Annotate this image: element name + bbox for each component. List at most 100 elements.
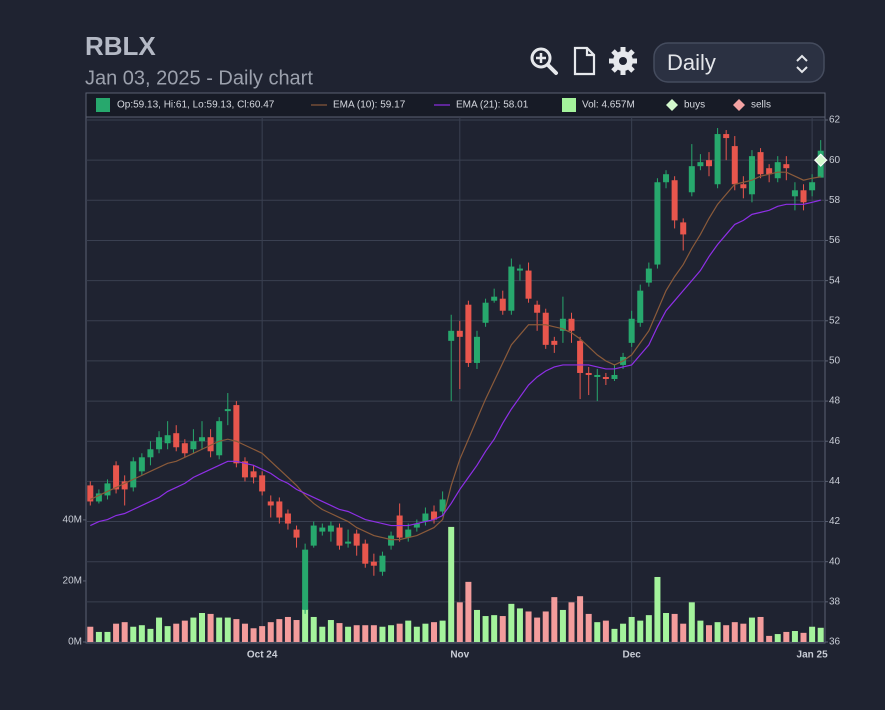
ticker-title: RBLX xyxy=(85,31,156,61)
volume-bar xyxy=(448,526,455,642)
volume-bar xyxy=(516,608,523,642)
volume-bar xyxy=(310,616,317,642)
volume-bar xyxy=(731,622,738,642)
candle-body xyxy=(336,527,343,546)
volume-bar xyxy=(327,620,334,642)
volume-bar xyxy=(534,617,541,642)
volume-bar xyxy=(766,635,773,642)
candle-body xyxy=(284,513,291,524)
legend-diamond xyxy=(666,99,678,111)
y-tick-label: 48 xyxy=(829,396,841,407)
volume-bar xyxy=(611,628,618,642)
legend-label: EMA (10): 59.17 xyxy=(333,100,406,111)
x-tick-label: Nov xyxy=(450,650,469,661)
ema-line xyxy=(90,171,821,541)
volume-bar xyxy=(353,625,360,642)
x-tick-label: Oct 24 xyxy=(247,650,278,661)
candle-body xyxy=(671,180,678,221)
document-icon[interactable] xyxy=(573,46,596,76)
candle-body xyxy=(516,268,523,271)
plot-frame xyxy=(85,116,826,644)
volume-bar xyxy=(156,617,163,642)
volume-bar xyxy=(645,615,652,642)
candle-body xyxy=(473,336,480,363)
volume-bar xyxy=(370,625,377,642)
zoom-icon[interactable] xyxy=(530,47,558,75)
volume-bar xyxy=(594,622,601,642)
candle-body xyxy=(714,134,721,185)
candle-body xyxy=(302,549,309,610)
volume-bar xyxy=(267,622,274,642)
candle-body xyxy=(705,160,712,167)
x-tick-label: Jan 25 xyxy=(797,650,829,661)
volume-bar xyxy=(577,596,584,642)
candle-body xyxy=(388,535,395,546)
y-tick-label: 62 xyxy=(829,115,841,126)
volume-bar xyxy=(113,623,120,642)
volume-bar xyxy=(748,617,755,642)
candle-body xyxy=(370,561,377,566)
volume-bar xyxy=(757,616,764,642)
volume-bar xyxy=(439,620,446,642)
candle-body xyxy=(809,182,816,191)
y-tick-label: 46 xyxy=(829,436,841,447)
volume-bar xyxy=(637,620,644,642)
volume-bar xyxy=(602,620,609,642)
candle-body xyxy=(534,304,541,313)
candle-body xyxy=(130,461,137,488)
candle-body xyxy=(113,465,120,490)
y-tick-label: 40 xyxy=(829,556,841,567)
candle-body xyxy=(508,266,515,311)
candle-body xyxy=(362,543,369,564)
candle-body xyxy=(491,296,498,301)
buy-marker xyxy=(813,153,828,167)
legend-bar xyxy=(85,92,826,118)
candle-body xyxy=(663,174,670,183)
y-tick-label: 60 xyxy=(829,155,841,166)
volume-bar xyxy=(628,616,635,642)
candle-body xyxy=(276,501,283,518)
candle-body xyxy=(104,483,111,496)
volume-bar xyxy=(465,581,472,642)
volume-bar xyxy=(95,631,102,642)
candle-body xyxy=(680,222,687,235)
legend-label: buys xyxy=(684,100,705,111)
candle-body xyxy=(568,318,575,331)
candle-body xyxy=(757,152,764,175)
candle-body xyxy=(577,340,584,373)
volume-bar xyxy=(620,623,627,642)
volume-bar xyxy=(680,623,687,642)
y-tick-label: 44 xyxy=(829,476,841,487)
volume-bar xyxy=(181,620,188,642)
candle-body xyxy=(147,449,154,458)
interval-dropdown[interactable]: Daily xyxy=(653,42,825,83)
volume-bar xyxy=(491,615,498,642)
volume-bar xyxy=(130,626,137,642)
volume-bar xyxy=(190,617,197,642)
candle-body xyxy=(95,493,102,502)
y-tick-label: 42 xyxy=(829,516,841,527)
legend-ohlc: Op:59.13, Hi:61, Lo:59.13, Cl:60.47 xyxy=(117,100,275,111)
candle-body xyxy=(731,146,738,185)
ema-line xyxy=(90,199,821,527)
volume-bar xyxy=(173,623,180,642)
volume-bar xyxy=(250,628,257,642)
legend-label: Vol: 4.657M xyxy=(582,100,635,111)
volume-tick-label: 0M xyxy=(68,637,82,648)
settings-icon[interactable] xyxy=(609,47,637,75)
interval-value: Daily xyxy=(667,50,716,75)
candle-body xyxy=(224,409,231,412)
candle-body xyxy=(774,162,781,179)
volume-bar xyxy=(663,613,670,642)
candle-body xyxy=(628,318,635,343)
volume-bar xyxy=(791,631,798,642)
volume-bar xyxy=(405,620,412,642)
candle-body xyxy=(594,374,601,377)
candle-body xyxy=(482,302,489,323)
volume-bar xyxy=(542,611,549,642)
volume-bar xyxy=(697,620,704,642)
volume-bar xyxy=(809,626,816,642)
candle-body xyxy=(138,457,145,472)
candle-body xyxy=(233,405,240,464)
